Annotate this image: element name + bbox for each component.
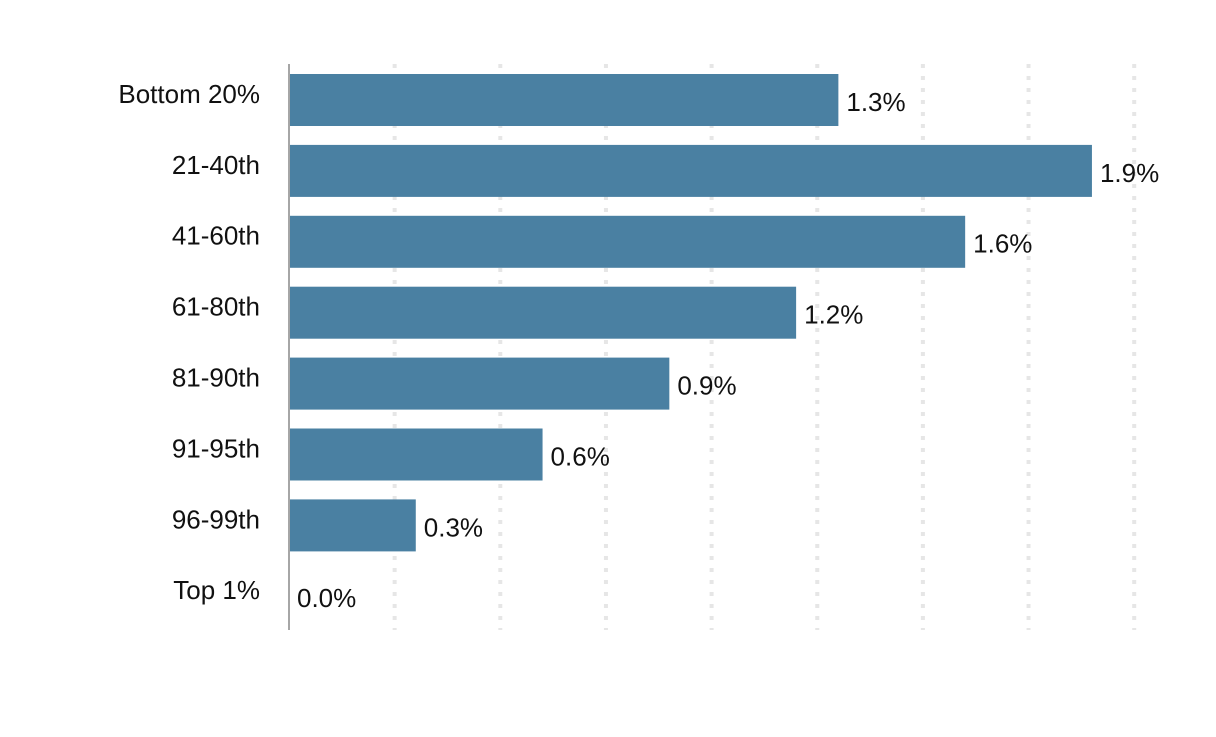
category-label: 41-60th bbox=[172, 221, 260, 251]
value-label: 1.9% bbox=[1100, 158, 1159, 188]
bar bbox=[289, 428, 543, 481]
category-label: 91-95th bbox=[172, 433, 260, 463]
category-label: 61-80th bbox=[172, 292, 260, 322]
value-label: 0.9% bbox=[677, 370, 736, 400]
category-label: Top 1% bbox=[173, 575, 260, 605]
bars bbox=[289, 74, 1092, 552]
value-label: 0.0% bbox=[297, 583, 356, 613]
value-label: 1.6% bbox=[973, 229, 1032, 259]
bar bbox=[289, 215, 966, 268]
bar bbox=[289, 74, 839, 126]
category-label: Bottom 20% bbox=[118, 79, 260, 109]
value-label: 0.3% bbox=[424, 512, 483, 542]
category-label: 81-90th bbox=[172, 362, 260, 392]
value-label: 0.6% bbox=[551, 441, 610, 471]
category-label: 21-40th bbox=[172, 150, 260, 180]
bar bbox=[289, 286, 797, 339]
category-label: 96-99th bbox=[172, 504, 260, 534]
value-label: 1.3% bbox=[846, 87, 905, 117]
bar bbox=[289, 144, 1092, 197]
labels: Bottom 20% 1.3% 21-40th 1.9% 41-60th 1.6% 61-8… bbox=[118, 79, 1159, 613]
bar bbox=[289, 357, 670, 410]
bar bbox=[289, 499, 416, 552]
value-label: 1.2% bbox=[804, 300, 863, 330]
